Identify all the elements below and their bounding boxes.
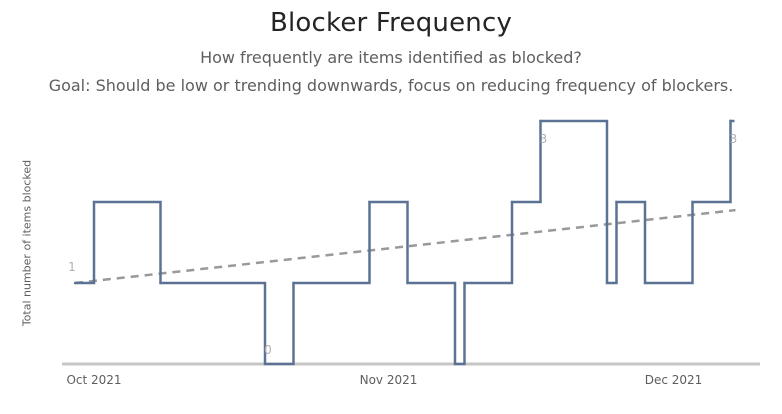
data-point <box>605 281 609 285</box>
data-point <box>691 200 694 204</box>
data-point <box>643 281 647 285</box>
chart-subtitle-question: How frequently are items identified as b… <box>200 48 582 67</box>
data-label: 3 <box>540 132 548 146</box>
data-point <box>368 200 371 204</box>
data-point <box>510 200 514 204</box>
data-point <box>406 281 409 285</box>
data-point <box>292 281 295 285</box>
x-tick-label: Dec 2021 <box>645 373 703 387</box>
data-point <box>615 200 618 204</box>
data-label: 3 <box>730 132 738 146</box>
data-point <box>729 119 732 123</box>
x-tick-label: Oct 2021 <box>66 373 121 387</box>
data-point <box>73 281 77 285</box>
data-point <box>92 200 96 204</box>
data-label: 0 <box>264 343 272 357</box>
trend-line <box>74 208 736 285</box>
data-point <box>453 362 457 366</box>
data-point <box>263 362 267 366</box>
data-point <box>463 281 466 285</box>
x-tick-label: Nov 2021 <box>360 373 418 387</box>
data-point <box>539 119 542 123</box>
chart-title: Blocker Frequency <box>269 8 513 38</box>
data-point <box>159 281 162 285</box>
chart-subtitle-goal: Goal: Should be low or trending downward… <box>48 76 734 95</box>
data-label: 1 <box>68 260 76 274</box>
series-line <box>75 119 735 366</box>
